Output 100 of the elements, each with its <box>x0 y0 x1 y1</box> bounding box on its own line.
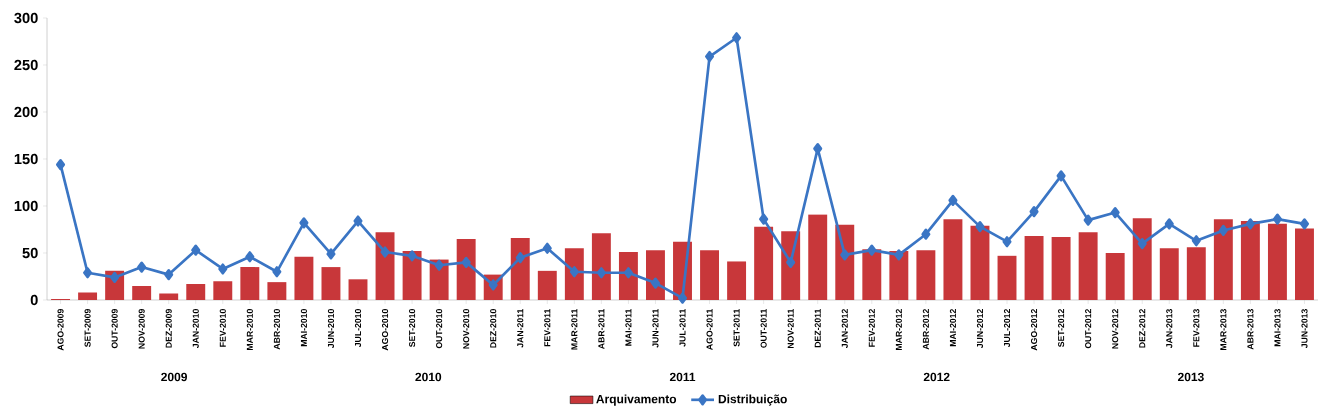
point <box>1299 218 1310 230</box>
point <box>1029 206 1039 218</box>
point <box>1245 218 1255 230</box>
bar <box>1267 223 1287 300</box>
point <box>867 244 877 256</box>
point <box>1272 213 1282 225</box>
point <box>1056 170 1066 182</box>
x-tick-label: JAN-2013 <box>1166 309 1173 349</box>
bar <box>213 281 233 300</box>
x-tick-label: NOV-2009 <box>138 309 145 349</box>
bar <box>808 214 828 300</box>
bar <box>294 256 314 300</box>
x-tick-label: NOV-2010 <box>463 309 470 349</box>
y-tick-label: 0 <box>30 294 38 306</box>
y-tick-label: 300 <box>14 12 38 24</box>
x-tick-label: OUT-2011 <box>760 308 767 348</box>
point <box>894 249 904 261</box>
x-tick-label: JUN-2010 <box>327 309 335 349</box>
bar <box>1051 237 1071 300</box>
x-tick-label: JUN-2013 <box>1301 309 1308 349</box>
bar <box>916 250 936 300</box>
bar <box>375 232 395 300</box>
x-tick-label: FEV-2012 <box>868 309 875 347</box>
text: 2010 <box>415 372 442 382</box>
x-tick-label: MAI-2010 <box>300 309 307 347</box>
bar <box>564 248 584 300</box>
y-tick-label: 250 <box>14 59 38 71</box>
point <box>353 215 363 227</box>
bar <box>510 237 530 300</box>
bar <box>1105 252 1125 300</box>
bar <box>862 249 882 300</box>
x-tick-label: DEZ-2011 <box>814 308 821 348</box>
x-tick-label: JUN-2012 <box>976 309 984 349</box>
bar <box>321 267 341 300</box>
text: 2009 <box>161 372 188 382</box>
bar <box>537 270 557 300</box>
text: 2012 <box>923 372 950 382</box>
bar <box>186 284 206 300</box>
text: 2011 <box>669 372 696 382</box>
x-tick-label: JAN-2012 <box>841 309 848 349</box>
point <box>515 252 525 264</box>
point <box>1002 236 1012 248</box>
bar <box>159 293 179 300</box>
x-tick-label: DEZ-2012 <box>1139 309 1146 348</box>
x-tick-label: ABR-2012 <box>922 309 929 350</box>
x-tick-label: MAI-2011 <box>625 308 632 346</box>
bar <box>348 279 368 300</box>
x-tick-label: AGO-2011 <box>706 308 713 350</box>
point <box>218 263 228 275</box>
y-tick-label: 150 <box>14 153 38 165</box>
bar <box>267 282 287 300</box>
point <box>299 217 309 229</box>
point <box>407 250 417 262</box>
x-tick-label: FEV-2013 <box>1193 309 1200 347</box>
point <box>948 194 958 206</box>
point <box>677 292 688 304</box>
point <box>272 266 282 278</box>
point <box>1218 224 1228 237</box>
point <box>840 249 850 261</box>
point <box>705 50 715 63</box>
point <box>245 251 255 263</box>
point <box>434 259 444 271</box>
x-tick-label: JUL-2011 <box>679 308 686 347</box>
legend-label: Distribuição <box>718 394 787 406</box>
x-tick-label: AGO-2012 <box>1030 309 1038 351</box>
point <box>975 221 985 233</box>
bar <box>1132 218 1152 300</box>
bar <box>456 238 476 300</box>
point <box>137 261 147 273</box>
x-tick-label: JUL-2012 <box>1003 309 1011 348</box>
x-tick-label: FEV-2010 <box>219 309 226 347</box>
y-tick-label: 200 <box>14 106 38 118</box>
x-tick-label: ABR-2010 <box>273 309 280 350</box>
x-tick-label: DEZ-2009 <box>165 309 172 348</box>
legend-label: Arquivamento <box>596 394 677 406</box>
bar <box>1078 232 1098 300</box>
bar <box>132 285 152 300</box>
x-tick-label: AGO-2010 <box>381 309 389 351</box>
point <box>650 277 660 289</box>
point <box>732 32 742 44</box>
x-tick-label: MAR-2010 <box>246 309 253 351</box>
point <box>461 256 471 268</box>
point <box>786 256 796 268</box>
bar <box>970 225 990 300</box>
x-tick-label: AGO-2009 <box>57 309 64 351</box>
point <box>164 269 174 281</box>
bar <box>997 255 1017 300</box>
point <box>542 242 552 254</box>
x-tick-label: ABR-2011 <box>598 308 605 349</box>
point <box>83 267 93 279</box>
x-tick-label: JAN-2010 <box>192 309 199 349</box>
x-tick-label: JUN-2011 <box>652 308 659 348</box>
bar <box>1240 221 1260 300</box>
point <box>110 271 120 284</box>
bar <box>943 219 963 300</box>
point <box>56 159 66 171</box>
bar <box>754 226 774 300</box>
bar <box>1024 236 1044 300</box>
point <box>759 213 769 225</box>
point <box>596 267 606 279</box>
